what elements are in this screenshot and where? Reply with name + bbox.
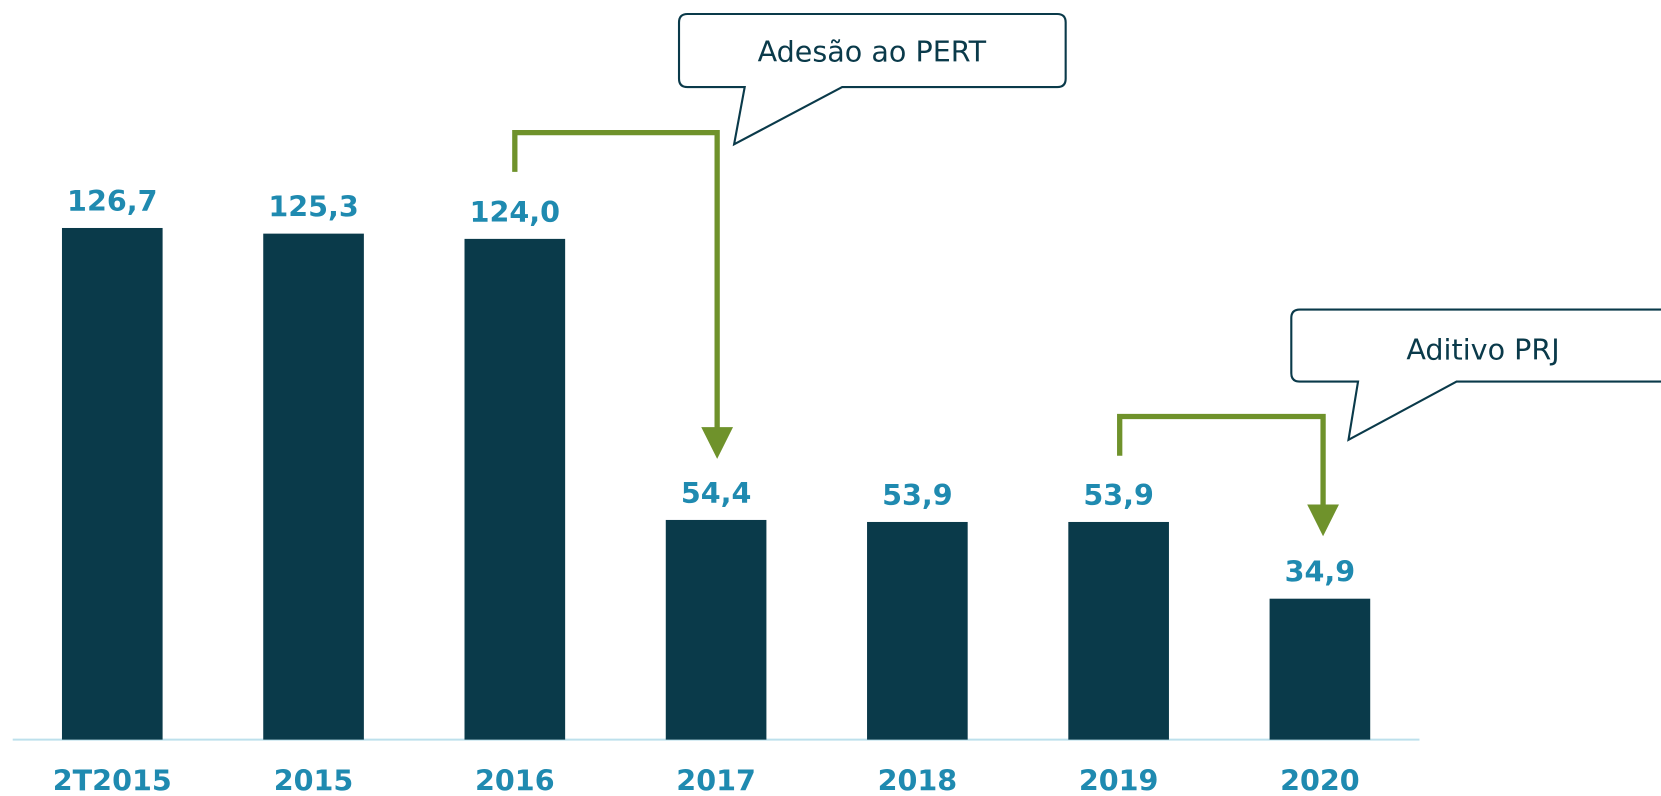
callout xyxy=(1290,308,1661,442)
bar xyxy=(61,227,163,740)
bar xyxy=(665,519,767,740)
value-label: 34,9 xyxy=(1285,555,1356,589)
x-tick-label: 2020 xyxy=(1280,763,1360,796)
bar xyxy=(1269,598,1371,740)
value-label: 126,7 xyxy=(67,184,157,218)
annotation: Aditivo PRJ xyxy=(1406,332,1559,366)
x-tick-label: 2018 xyxy=(878,763,958,796)
bar xyxy=(1068,521,1169,740)
bar xyxy=(464,238,566,740)
callout xyxy=(677,12,1067,147)
arrows xyxy=(512,129,1326,507)
arrow-head xyxy=(701,427,734,459)
bar xyxy=(263,233,364,740)
annotation: Adesão ao PERT xyxy=(758,35,987,69)
x-tick-label: 2T2015 xyxy=(53,763,172,796)
value-label: 124,0 xyxy=(470,195,560,229)
x-tick-label: 2015 xyxy=(274,763,354,796)
bar xyxy=(867,521,968,740)
arrow-head xyxy=(1307,504,1339,537)
value-label: 54,4 xyxy=(681,476,752,510)
value-label: 125,3 xyxy=(268,190,358,224)
arrow-line xyxy=(512,129,720,430)
value-label: 53,9 xyxy=(1083,478,1154,512)
value-label: 53,9 xyxy=(882,478,953,512)
arrow-line xyxy=(1117,413,1326,507)
x-tick-label: 2019 xyxy=(1079,763,1159,796)
x-tick-label: 2017 xyxy=(676,763,756,796)
x-tick-label: 2016 xyxy=(475,763,555,796)
